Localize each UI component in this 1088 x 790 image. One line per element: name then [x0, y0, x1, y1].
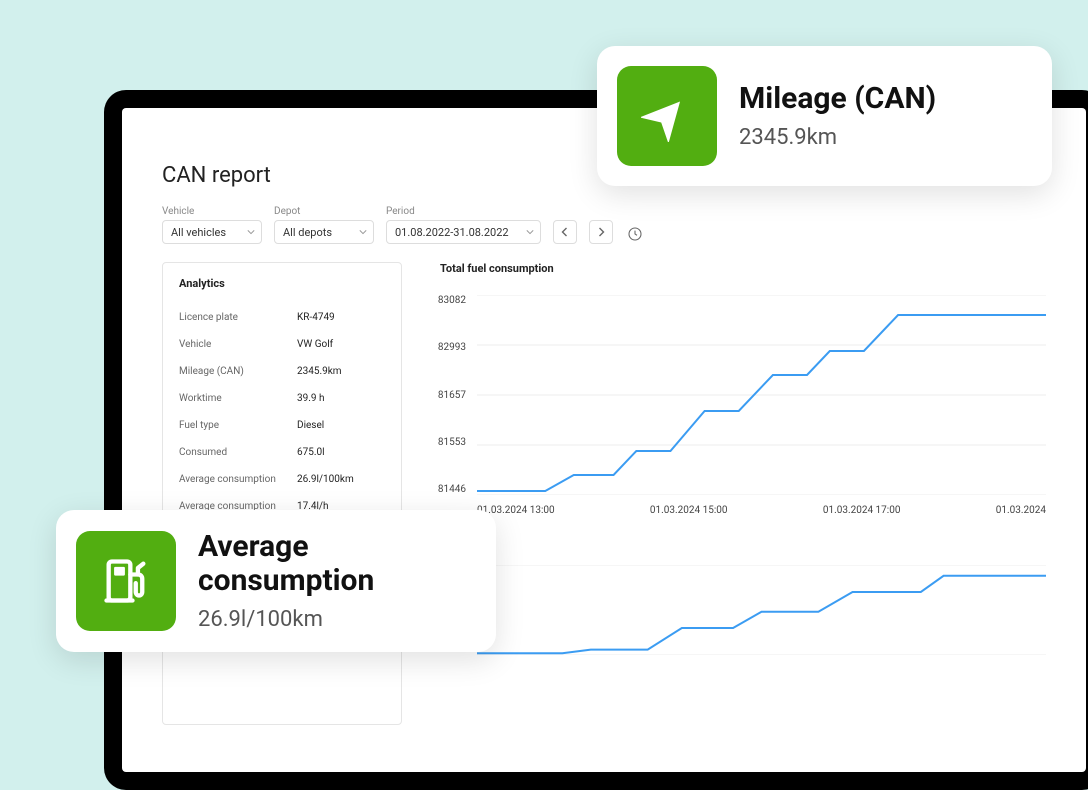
- analytics-key: Mileage (CAN): [179, 366, 297, 377]
- charts-area: Total fuel consumption 83082 82993 81657 81…: [422, 262, 1046, 725]
- chart-body: 83082 82993 81657 81553 81446 01.03.2024 13:…: [422, 295, 1046, 525]
- chart-plot: [477, 295, 1046, 495]
- chevron-down-icon: [526, 228, 534, 236]
- period-prev-button[interactable]: [553, 220, 577, 244]
- mileage-card-value: 2345.9km: [739, 125, 936, 150]
- fuel-consumption-chart: Total fuel consumption 83082 82993 81657 81…: [422, 262, 1046, 525]
- avg-card-title-line1: Average: [198, 529, 309, 564]
- analytics-row: Consumed675.0l: [179, 439, 385, 466]
- filter-bar: Vehicle All vehicles Depot All depots Pe…: [162, 206, 1046, 244]
- secondary-chart: 241527240823: [422, 565, 1046, 685]
- analytics-value: Diesel: [297, 420, 324, 431]
- chevron-down-icon: [247, 228, 255, 236]
- chevron-right-icon: [596, 227, 606, 237]
- clock-icon: [627, 226, 643, 242]
- depot-select-value: All depots: [283, 226, 332, 239]
- vehicle-select[interactable]: All vehicles: [162, 220, 262, 244]
- filter-label-vehicle: Vehicle: [162, 206, 262, 217]
- analytics-key: Licence plate: [179, 312, 297, 323]
- ytick-label: 81446: [438, 484, 466, 495]
- filter-label-depot: Depot: [274, 206, 374, 217]
- xtick-label: 01.03.2024: [996, 505, 1046, 525]
- analytics-row: VehicleVW Golf: [179, 331, 385, 358]
- navigation-arrow-icon: [617, 66, 717, 166]
- analytics-value: VW Golf: [297, 339, 333, 350]
- time-button[interactable]: [625, 224, 645, 244]
- avg-card-title: Average consumption: [198, 530, 374, 597]
- mileage-card-title: Mileage (CAN): [739, 82, 936, 116]
- analytics-value: KR-4749: [297, 312, 335, 323]
- chart-body: 241527240823: [422, 565, 1046, 685]
- ytick-label: 81657: [438, 390, 466, 401]
- fuel-pump-icon: [76, 531, 176, 631]
- chart-title: Total fuel consumption: [422, 262, 1046, 275]
- content-row: Analytics Licence plateKR-4749VehicleVW …: [162, 262, 1046, 725]
- xtick-label: 01.03.2024 15:00: [650, 505, 728, 525]
- analytics-value: 39.9 h: [297, 393, 325, 404]
- chart-yaxis: 83082 82993 81657 81553 81446: [422, 295, 472, 495]
- analytics-value: 675.0l: [297, 447, 325, 458]
- analytics-row: Mileage (CAN)2345.9km: [179, 358, 385, 385]
- analytics-panel: Analytics Licence plateKR-4749VehicleVW …: [162, 262, 402, 725]
- period-select[interactable]: 01.08.2022-31.08.2022: [386, 220, 541, 244]
- avg-card-title-line2: consumption: [198, 563, 374, 598]
- analytics-row: Licence plateKR-4749: [179, 304, 385, 331]
- chart-xaxis: 01.03.2024 13:0001.03.2024 15:0001.03.20…: [477, 505, 1046, 525]
- screen: CAN report Vehicle All vehicles Depot Al…: [122, 108, 1086, 772]
- filter-group-period: Period 01.08.2022-31.08.2022: [386, 206, 541, 244]
- chart-plot: [477, 565, 1046, 655]
- avg-consumption-card: Average consumption 26.9l/100km: [56, 510, 496, 652]
- analytics-key: Fuel type: [179, 420, 297, 431]
- filter-group-depot: Depot All depots: [274, 206, 374, 244]
- analytics-value: 2345.9km: [297, 366, 342, 377]
- card-text: Average consumption 26.9l/100km: [198, 530, 374, 632]
- card-text: Mileage (CAN) 2345.9km: [739, 82, 936, 151]
- analytics-row: Worktime39.9 h: [179, 385, 385, 412]
- ytick-label: 81553: [438, 437, 466, 448]
- mileage-card: Mileage (CAN) 2345.9km: [597, 46, 1052, 186]
- analytics-key: Average consumption: [179, 474, 297, 485]
- analytics-key: Vehicle: [179, 339, 297, 350]
- device-frame: CAN report Vehicle All vehicles Depot Al…: [104, 90, 1088, 790]
- analytics-row: Fuel typeDiesel: [179, 412, 385, 439]
- chevron-down-icon: [359, 228, 367, 236]
- filter-group-vehicle: Vehicle All vehicles: [162, 206, 262, 244]
- period-select-value: 01.08.2022-31.08.2022: [395, 226, 509, 239]
- avg-card-value: 26.9l/100km: [198, 607, 374, 632]
- analytics-title: Analytics: [179, 277, 385, 290]
- vehicle-select-value: All vehicles: [171, 226, 226, 239]
- chevron-left-icon: [560, 227, 570, 237]
- ytick-label: 82993: [438, 342, 466, 353]
- xtick-label: 01.03.2024 17:00: [823, 505, 901, 525]
- depot-select[interactable]: All depots: [274, 220, 374, 244]
- period-next-button[interactable]: [589, 220, 613, 244]
- analytics-value: 26.9l/100km: [297, 474, 354, 485]
- filter-label-period: Period: [386, 206, 541, 217]
- analytics-row: Average consumption26.9l/100km: [179, 466, 385, 493]
- ytick-label: 83082: [438, 295, 466, 306]
- analytics-key: Consumed: [179, 447, 297, 458]
- analytics-key: Worktime: [179, 393, 297, 404]
